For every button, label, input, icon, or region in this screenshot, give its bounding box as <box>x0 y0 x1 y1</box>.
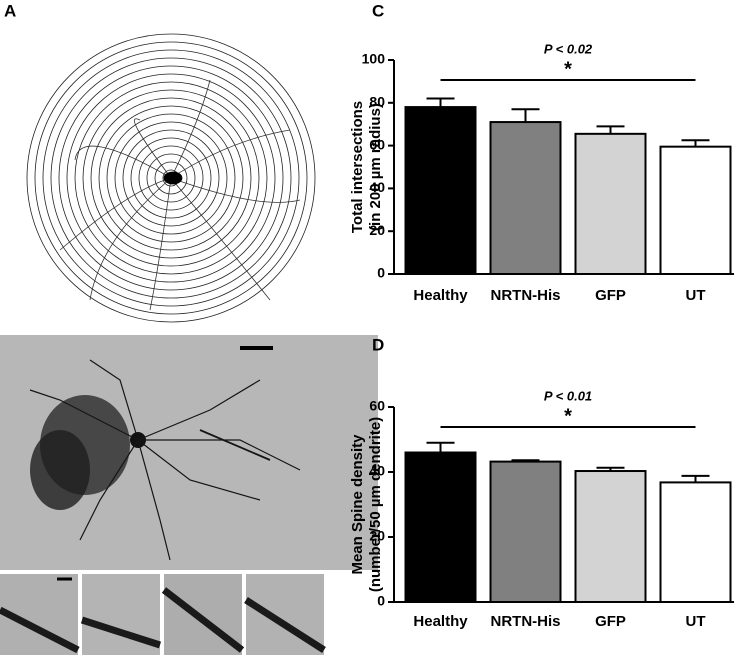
soma <box>163 171 183 185</box>
dendrite <box>59 177 172 251</box>
sholl-circle <box>130 137 212 219</box>
y-axis-label: (in 200 µm radius) <box>367 103 384 231</box>
sholl-circle <box>58 65 284 291</box>
x-tick-label: GFP <box>595 287 626 304</box>
y-tick-label: 60 <box>369 136 385 152</box>
dendrite <box>89 177 172 301</box>
significance-star: * <box>564 405 572 427</box>
panel-label: D <box>372 335 384 354</box>
sholl-circle <box>106 113 236 243</box>
bar <box>659 145 732 275</box>
p-value: P < 0.02 <box>544 41 593 56</box>
x-tick-label: UT <box>686 287 706 304</box>
sholl-circle <box>82 89 260 267</box>
sholl-circle <box>42 49 300 307</box>
dendrite <box>170 129 291 179</box>
sholl-circle <box>146 153 196 203</box>
bar <box>404 451 477 603</box>
sholl-diagram <box>26 33 316 323</box>
y-axis-label: Mean Spine density <box>349 434 366 575</box>
y-tick-label: 0 <box>377 593 385 609</box>
sholl-circle <box>138 145 204 211</box>
y-tick-label: 40 <box>369 463 385 479</box>
bar <box>659 481 732 603</box>
sholl-circle <box>34 41 308 315</box>
sholl-circle <box>154 161 188 195</box>
sholl-circle <box>114 121 228 235</box>
y-tick-label: 20 <box>369 528 385 544</box>
sholl-circle <box>90 97 252 259</box>
bar <box>574 132 647 275</box>
y-tick-label: 40 <box>369 179 385 195</box>
dendrite <box>74 145 172 179</box>
panel-label: C <box>372 1 384 20</box>
bar <box>489 460 562 603</box>
y-tick-label: 100 <box>362 51 386 67</box>
dendrite <box>170 79 211 179</box>
x-tick-label: Healthy <box>413 613 468 630</box>
panel-label: A <box>4 1 16 20</box>
y-tick-label: 60 <box>369 398 385 414</box>
x-tick-label: UT <box>686 613 706 630</box>
dendrite <box>149 177 172 311</box>
y-axis-label: Total intersections <box>349 101 366 233</box>
dendrite <box>170 177 271 301</box>
significance-star: * <box>564 58 572 80</box>
x-tick-label: NRTN-His <box>491 613 561 630</box>
dendrite <box>134 118 172 179</box>
sholl-circle <box>66 73 276 283</box>
dendrite <box>170 177 301 203</box>
x-tick-label: GFP <box>595 613 626 630</box>
bar <box>404 106 477 275</box>
y-tick-label: 20 <box>369 222 385 238</box>
p-value: P < 0.01 <box>544 388 592 403</box>
micrograph <box>0 335 378 655</box>
y-tick-label: 0 <box>377 265 385 281</box>
sholl-circle <box>74 81 268 275</box>
sholl-circle <box>98 105 244 251</box>
sholl-circle <box>50 57 292 299</box>
bar <box>489 121 562 275</box>
sholl-circle <box>122 129 220 227</box>
bar <box>574 470 647 603</box>
y-axis-label: (number/50 µm dendrite) <box>367 417 384 592</box>
sholl-circle <box>26 33 316 323</box>
x-tick-label: Healthy <box>413 287 468 304</box>
x-tick-label: NRTN-His <box>491 287 561 304</box>
y-tick-label: 80 <box>369 94 385 110</box>
